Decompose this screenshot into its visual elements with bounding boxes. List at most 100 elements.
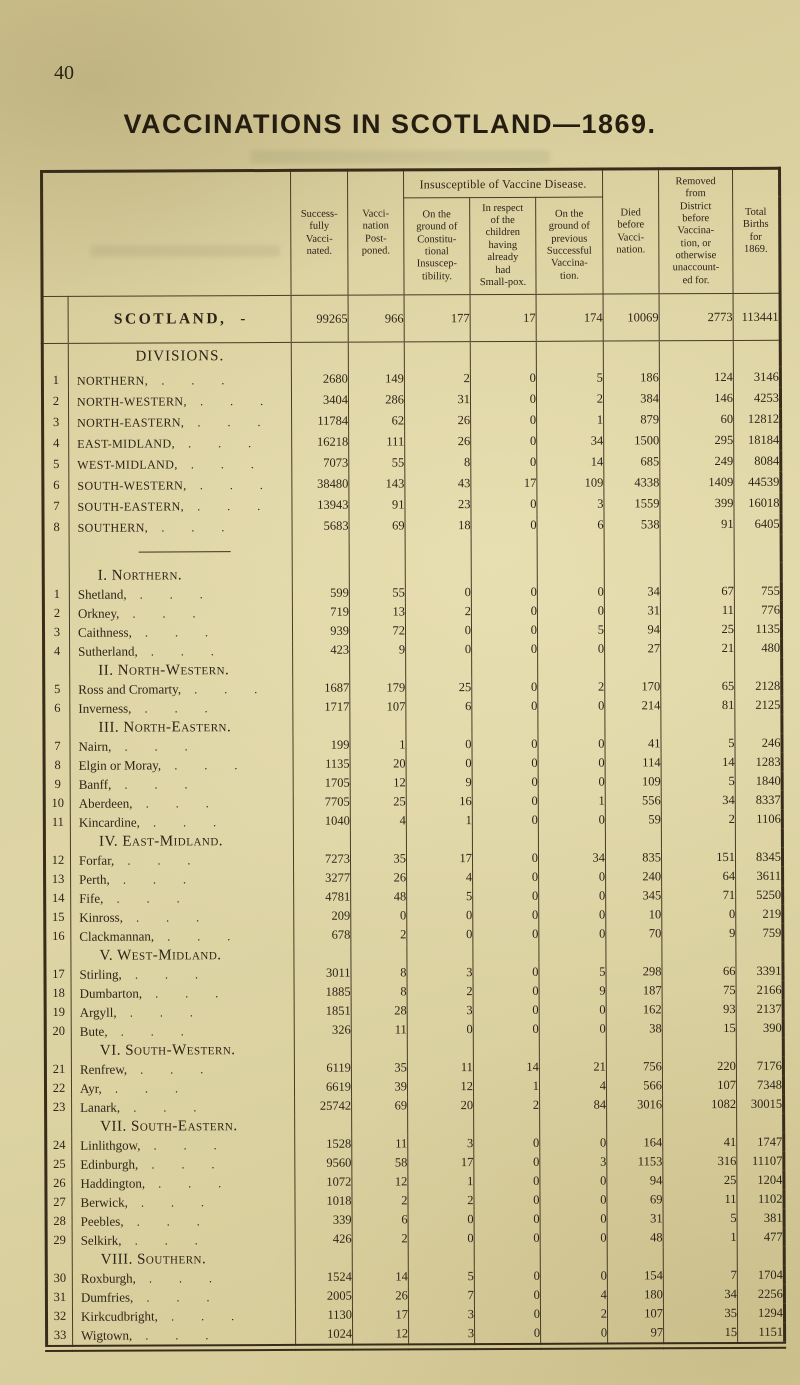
value-cell — [606, 1114, 663, 1134]
row-label-cell: SOUTH-EASTERN, . . . — [68, 494, 293, 517]
value-cell: 12 — [407, 1077, 474, 1097]
value-cell: 113441 — [733, 293, 781, 341]
section-heading-cell: VI. South-Western. — [71, 1039, 295, 1060]
value-cell: 3 — [407, 1001, 474, 1021]
value-cell: 5 — [408, 1267, 475, 1287]
value-cell — [472, 829, 539, 850]
value-cell: 2 — [404, 368, 471, 390]
row-number-cell: 3 — [52, 414, 60, 429]
row-label: Perth, — [79, 871, 110, 887]
leader-dots: . . . — [139, 586, 203, 602]
value-cell: 538 — [604, 514, 661, 536]
value-cell — [407, 1115, 474, 1135]
row-label-cell: Perth, . . . — [70, 868, 294, 889]
row-number-cell: 1 — [52, 372, 60, 387]
value-cell — [604, 563, 661, 583]
row-number-cell: 30 — [53, 1270, 67, 1285]
value-cell: 151 — [661, 847, 736, 868]
value-cell: 72 — [349, 621, 406, 641]
row-label-cell: Nairn, . . . — [69, 735, 294, 756]
section-heading: I. Northern. — [97, 566, 183, 584]
row-label: Forfar, — [78, 852, 115, 868]
value-cell: 6119 — [294, 1058, 352, 1078]
row-label-cell: NORTH-EASTERN, . . . — [68, 410, 292, 433]
value-cell — [540, 1247, 608, 1267]
row-label: Selkirk, — [80, 1232, 122, 1248]
row-number-cell: 19 — [52, 1004, 65, 1019]
value-cell: 4 — [406, 868, 473, 888]
divisions-heading-row: DIVISIONS. — [42, 340, 781, 370]
value-cell: 1072 — [294, 1172, 352, 1192]
value-cell: 1528 — [294, 1134, 352, 1154]
value-cell: 25 — [660, 619, 735, 640]
value-cell: 0 — [472, 791, 539, 812]
row-number-cell — [46, 1250, 72, 1269]
value-cell: 35 — [351, 1058, 408, 1078]
value-cell: 48 — [350, 887, 407, 907]
row-label-cell: Dumfries, . . . — [72, 1286, 296, 1307]
value-cell: 16218 — [291, 431, 349, 453]
value-cell — [404, 341, 471, 369]
row-label: WEST-MIDLAND, — [77, 456, 178, 472]
value-cell: 174 — [536, 294, 604, 342]
value-cell: 109 — [536, 472, 604, 494]
value-cell: 8 — [350, 963, 408, 983]
value-cell: 219 — [735, 904, 783, 924]
row-label-cell: Dumbarton, . . . — [71, 982, 295, 1003]
value-cell: 91 — [660, 513, 735, 536]
value-cell — [408, 1248, 475, 1268]
value-cell: 1135 — [734, 619, 782, 639]
value-cell: 7073 — [291, 452, 349, 474]
row-number-cell: 1 — [53, 586, 61, 601]
row-label: Kincardine, — [78, 814, 140, 830]
value-cell: 7 — [408, 1286, 475, 1306]
value-cell — [660, 714, 735, 735]
value-cell — [537, 658, 605, 678]
value-cell: 94 — [606, 1171, 663, 1191]
row-label-cell: NORTHERN, . . . — [68, 368, 292, 391]
leader-dots: . . . — [124, 776, 188, 792]
value-cell: 835 — [605, 848, 662, 868]
value-cell: 1151 — [737, 1322, 785, 1346]
leader-dots: . . . — [167, 928, 231, 943]
row-number-cell: 12 — [51, 852, 65, 867]
value-cell: 154 — [607, 1266, 664, 1286]
row-label-cell: SOUTH-WESTERN, . . . — [68, 473, 292, 496]
value-cell — [292, 716, 350, 736]
value-cell: 23 — [404, 494, 472, 516]
row-number-cell: 7 — [54, 738, 61, 753]
value-cell: 8 — [351, 982, 408, 1002]
value-cell: 316 — [662, 1151, 737, 1172]
value-cell: 70 — [605, 924, 662, 944]
value-cell: 15 — [662, 1018, 737, 1039]
leader-dots: . . . — [146, 1289, 210, 1305]
value-cell: 1283 — [735, 752, 783, 772]
scotland-total-row: SCOTLAND, -99265 966 177 17 174 10069 2773 11344… — [42, 293, 781, 344]
value-cell: 99265 — [291, 295, 349, 343]
value-cell: 94 — [604, 620, 661, 640]
leader-dots: . . . — [140, 1194, 205, 1210]
value-cell — [537, 563, 605, 583]
row-label-cell: Linlithgow, . . . — [71, 1134, 295, 1155]
value-cell: 384 — [603, 388, 660, 410]
row-label: Peebles, — [80, 1213, 124, 1229]
page-title: VACCINATIONS IN SCOTLAND—1869. — [123, 109, 657, 139]
value-cell: 0 — [473, 981, 540, 1002]
value-cell: 21 — [539, 1057, 607, 1077]
row-label: Bute, — [79, 1023, 108, 1039]
row-number-cell — [42, 343, 68, 370]
value-cell: 399 — [659, 492, 735, 515]
value-cell: 20 — [350, 754, 407, 774]
value-cell: 0 — [405, 735, 473, 755]
value-cell: 0 — [408, 1210, 475, 1230]
row-label: Inverness, — [78, 700, 132, 716]
row-label: Dumbarton, — [79, 985, 143, 1001]
value-cell: 16 — [406, 792, 473, 812]
value-cell: 0 — [471, 734, 539, 755]
row-number-cell — [45, 1041, 71, 1060]
value-cell: 2 — [661, 809, 736, 830]
value-cell: 58 — [351, 1153, 408, 1173]
value-cell: 0 — [538, 924, 606, 944]
row-label-cell: Aberdeen, . . . — [70, 792, 294, 813]
row-label-cell: Fife, . . . — [70, 887, 294, 908]
